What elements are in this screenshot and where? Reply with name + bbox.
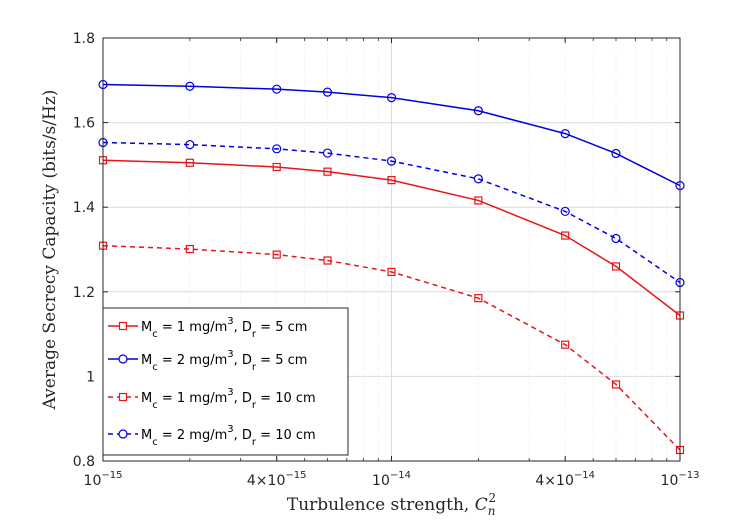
data-point	[323, 167, 332, 176]
x-tick-label: 4×10−14	[535, 470, 595, 489]
legend-entry: Mc = 2 mg/m3, Dr = 10 cm	[108, 424, 316, 448]
data-point	[272, 162, 281, 172]
x-tick-label: 10−14	[372, 470, 411, 489]
series-line	[102, 141, 681, 284]
data-point	[611, 148, 621, 159]
x-axis-label-text: Turbulence strength,	[287, 495, 475, 515]
legend-label: Mc = 2 mg/m3, Dr = 10 cm	[141, 424, 316, 448]
legend: Mc = 1 mg/m3, Dr = 5 cm Mc = 2 mg/m3, Dr …	[102, 307, 349, 456]
legend-marker	[118, 354, 128, 364]
series-line	[102, 244, 681, 451]
y-axis-label: Average Secrecy Capacity (bits/s/Hz)	[40, 90, 60, 411]
data-point	[473, 174, 483, 184]
y-tick-label: 0.8	[73, 454, 95, 470]
legend-entry: Mc = 1 mg/m3, Dr = 5 cm	[108, 316, 307, 340]
data-point	[560, 128, 570, 139]
data-point	[323, 256, 332, 265]
x-axis-label-var: C	[475, 495, 488, 515]
series-3	[98, 241, 685, 455]
data-point	[473, 106, 483, 116]
legend-entry: Mc = 2 mg/m3, Dr = 5 cm	[108, 349, 307, 373]
x-axis-label: Turbulence strength, Cn2	[287, 491, 496, 518]
data-point	[322, 148, 333, 158]
data-point	[474, 196, 483, 205]
data-point	[386, 93, 397, 103]
data-point	[272, 144, 282, 154]
series-2	[98, 79, 685, 191]
y-tick-label: 1.6	[73, 116, 95, 132]
legend-marker	[118, 392, 128, 402]
y-tick-label: 1.8	[73, 31, 95, 47]
data-point	[185, 158, 194, 167]
data-point	[386, 156, 397, 166]
data-point	[185, 81, 195, 91]
legend-label: Mc = 1 mg/m3, Dr = 5 cm	[141, 316, 307, 340]
legend-entry: Mc = 1 mg/m3, Dr = 10 cm	[108, 387, 316, 411]
x-tick-label: 10−13	[661, 470, 700, 489]
data-point	[387, 267, 396, 277]
data-point	[185, 139, 195, 150]
x-tick-label: 4×10−15	[247, 470, 307, 489]
data-point	[272, 250, 281, 259]
legend-marker	[118, 321, 128, 331]
data-point	[387, 176, 396, 185]
data-point	[561, 340, 570, 349]
data-point	[611, 262, 621, 271]
legend-label: Mc = 2 mg/m3, Dr = 5 cm	[141, 349, 307, 373]
legend-marker	[118, 429, 128, 439]
x-axis-label-sub: n	[488, 504, 496, 518]
legend-box	[102, 307, 349, 456]
data-point	[185, 244, 194, 254]
x-tick-label: 10−15	[84, 470, 123, 489]
data-point	[272, 84, 282, 94]
series-line	[102, 83, 681, 187]
y-tick-label: 1.4	[73, 200, 95, 216]
legend-label: Mc = 1 mg/m3, Dr = 10 cm	[141, 387, 316, 411]
series-line	[102, 159, 681, 317]
data-point	[561, 231, 570, 240]
data-point	[474, 294, 483, 303]
data-point	[611, 380, 621, 389]
data-point	[560, 206, 570, 217]
y-tick-label: 1.2	[73, 285, 95, 301]
ticks: 0.8 1 1.2 1.4 1.6 1.8 10−15 4×10−15 10−14 4×10−14…	[73, 31, 700, 489]
y-tick-label: 1	[86, 369, 95, 385]
data-point	[322, 87, 333, 97]
data-point	[611, 233, 621, 244]
x-axis-label-sup: 2	[488, 491, 496, 505]
